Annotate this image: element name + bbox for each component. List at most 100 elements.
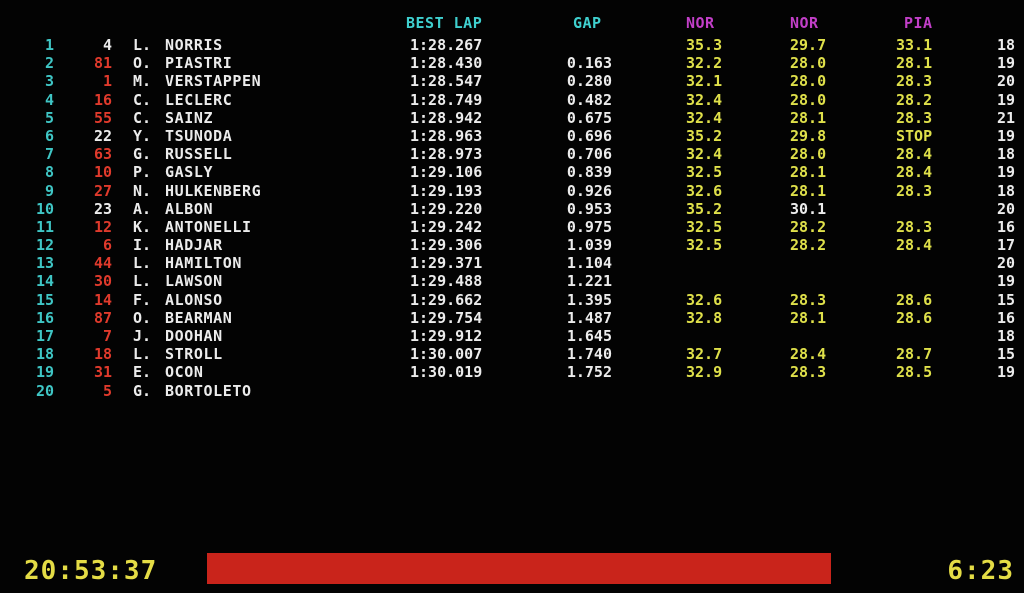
driver-name-cell: HULKENBERG <box>165 181 262 200</box>
driver-name-cell: STROLL <box>165 345 223 364</box>
car-number-cell: 4 <box>102 36 112 54</box>
driver-name-cell: SAINZ <box>165 108 214 127</box>
laps-cell: 20 <box>996 254 1015 273</box>
header-sector1: NOR <box>686 14 715 32</box>
driver-name-cell: OCON <box>165 363 204 382</box>
sector2-cell: 28.0 <box>790 90 827 109</box>
laps-cell: 18 <box>996 327 1015 345</box>
sector3-cell: 28.2 <box>896 90 933 109</box>
table-row: 9 27 N. HULKENBERG 1:29.193 0.926 32.6 28.1 28.3… <box>0 182 1024 200</box>
driver-name-cell: DOOHAN <box>165 327 223 345</box>
best-lap-cell: 1:30.019 <box>410 363 483 382</box>
sector3-cell: 28.4 <box>896 163 933 182</box>
laps-cell: 18 <box>996 36 1015 54</box>
table-row: 11 12 K. ANTONELLI 1:29.242 0.975 32.5 28.2 28.3… <box>0 218 1024 236</box>
best-lap-cell: 1:29.220 <box>410 199 483 218</box>
gap-cell: 0.163 <box>566 54 612 73</box>
driver-initial-cell: J. <box>133 327 152 345</box>
driver-initial-cell: O. <box>133 308 152 327</box>
best-lap-cell: 1:28.963 <box>410 126 483 145</box>
car-number-cell: 5 <box>102 381 112 400</box>
table-row: 20 5 G. BORTOLETO <box>0 382 1024 400</box>
driver-name-cell: BEARMAN <box>165 308 233 327</box>
driver-initial-cell: Y. <box>133 126 152 145</box>
best-lap-cell: 1:28.942 <box>410 108 483 127</box>
driver-initial-cell: C. <box>133 108 152 127</box>
car-number-cell: 30 <box>93 272 112 291</box>
position-cell: 19 <box>35 363 54 382</box>
driver-initial-cell: K. <box>133 217 152 236</box>
position-cell: 20 <box>35 381 54 400</box>
laps-cell: 19 <box>996 126 1015 145</box>
timing-table: 1 4 L. NORRIS 1:28.267 35.3 29.7 33.1 18 2 81 O. PIA… <box>0 36 1024 400</box>
best-lap-cell: 1:29.106 <box>410 163 483 182</box>
position-cell: 1 <box>44 36 54 54</box>
sector2-cell: 28.0 <box>790 145 827 164</box>
sector2-cell: 28.1 <box>790 308 827 327</box>
gap-cell: 0.839 <box>566 163 612 182</box>
driver-initial-cell: F. <box>133 290 152 309</box>
driver-initial-cell: L. <box>133 254 152 273</box>
driver-initial-cell: M. <box>133 72 152 91</box>
header-gap: GAP <box>573 14 602 32</box>
sector3-cell: 28.3 <box>896 217 933 236</box>
header-sector2: NOR <box>790 14 819 32</box>
table-row: 18 18 L. STROLL 1:30.007 1.740 32.7 28.4 28.7 15 <box>0 345 1024 363</box>
gap-cell: 1.104 <box>566 254 612 273</box>
sector2-cell: 28.1 <box>790 163 827 182</box>
sector1-cell: 32.1 <box>686 72 723 91</box>
table-row: 7 63 G. RUSSELL 1:28.973 0.706 32.4 28.0 28.4 18 <box>0 145 1024 163</box>
best-lap-cell: 1:28.547 <box>410 72 483 91</box>
sector3-cell: 28.6 <box>896 290 933 309</box>
sector2-cell: 28.2 <box>790 217 827 236</box>
driver-initial-cell: L. <box>133 272 152 291</box>
gap-cell: 0.696 <box>566 126 612 145</box>
best-lap-cell: 1:28.749 <box>410 90 483 109</box>
driver-initial-cell: I. <box>133 236 152 255</box>
sector2-cell: 30.1 <box>790 199 827 218</box>
best-lap-cell: 1:29.371 <box>410 254 483 273</box>
table-row: 16 87 O. BEARMAN 1:29.754 1.487 32.8 28.1 28.6 16 <box>0 309 1024 327</box>
driver-initial-cell: P. <box>133 163 152 182</box>
car-number-cell: 81 <box>93 54 112 73</box>
gap-cell: 1.487 <box>566 308 612 327</box>
position-cell: 9 <box>44 181 54 200</box>
laps-cell: 19 <box>996 363 1015 382</box>
laps-cell: 20 <box>996 72 1015 91</box>
gap-cell: 0.482 <box>566 90 612 109</box>
table-row: 8 10 P. GASLY 1:29.106 0.839 32.5 28.1 28.4 19 <box>0 163 1024 181</box>
driver-initial-cell: A. <box>133 199 152 218</box>
driver-name-cell: VERSTAPPEN <box>165 72 262 91</box>
session-progress-fill <box>207 553 831 584</box>
position-cell: 17 <box>35 327 54 345</box>
sector3-cell: 28.5 <box>896 363 933 382</box>
driver-initial-cell: L. <box>133 345 152 364</box>
sector1-cell: 32.4 <box>686 90 723 109</box>
driver-initial-cell: G. <box>133 381 152 400</box>
sector3-cell: 33.1 <box>896 36 933 54</box>
driver-name-cell: RUSSELL <box>165 145 233 164</box>
best-lap-cell: 1:28.267 <box>410 36 483 54</box>
position-cell: 2 <box>44 54 54 73</box>
sector1-cell: 35.2 <box>686 199 723 218</box>
car-number-cell: 18 <box>93 345 112 364</box>
driver-name-cell: LECLERC <box>165 90 233 109</box>
sector2-cell: 28.0 <box>790 54 827 73</box>
driver-name-cell: PIASTRI <box>165 54 233 73</box>
sector1-cell: 32.2 <box>686 54 723 73</box>
gap-cell: 1.395 <box>566 290 612 309</box>
sector3-cell: 28.4 <box>896 145 933 164</box>
sector1-cell: 32.6 <box>686 290 723 309</box>
best-lap-cell: 1:29.754 <box>410 308 483 327</box>
sector2-cell: 28.3 <box>790 290 827 309</box>
car-number-cell: 87 <box>93 308 112 327</box>
position-cell: 15 <box>35 290 54 309</box>
car-number-cell: 31 <box>93 363 112 382</box>
sector2-cell: 28.0 <box>790 72 827 91</box>
sector3-cell: STOP <box>896 126 933 145</box>
session-clock: 20:53:37 <box>24 556 158 586</box>
sector2-cell: 28.3 <box>790 363 827 382</box>
sector1-cell: 35.3 <box>686 36 723 54</box>
sector1-cell: 32.8 <box>686 308 723 327</box>
laps-cell: 18 <box>996 145 1015 164</box>
